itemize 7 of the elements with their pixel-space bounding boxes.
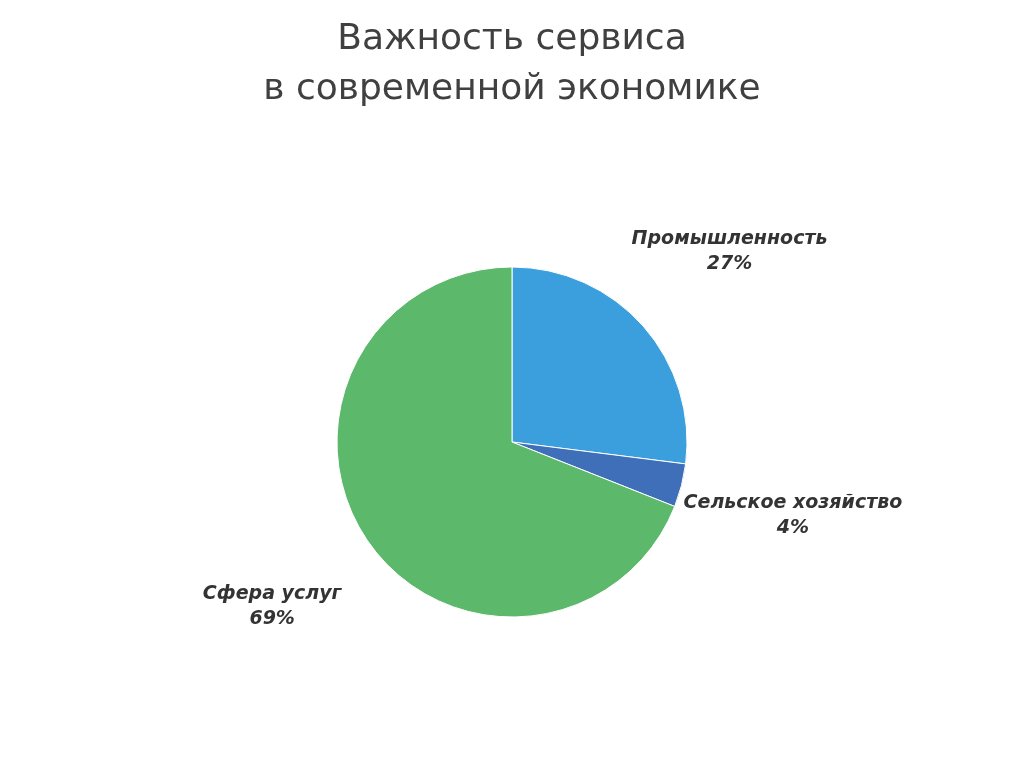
data-label: 4% — [775, 515, 810, 538]
data-label: 69% — [249, 606, 295, 628]
chart-title: Важность сервиса в современной экономике — [263, 16, 761, 107]
data-label: 27% — [706, 251, 753, 274]
slice-label: Сельское хозяйство — [683, 490, 903, 513]
slice-label: Промышленность — [631, 226, 828, 249]
slice-label: Сфера услуг — [202, 581, 343, 603]
